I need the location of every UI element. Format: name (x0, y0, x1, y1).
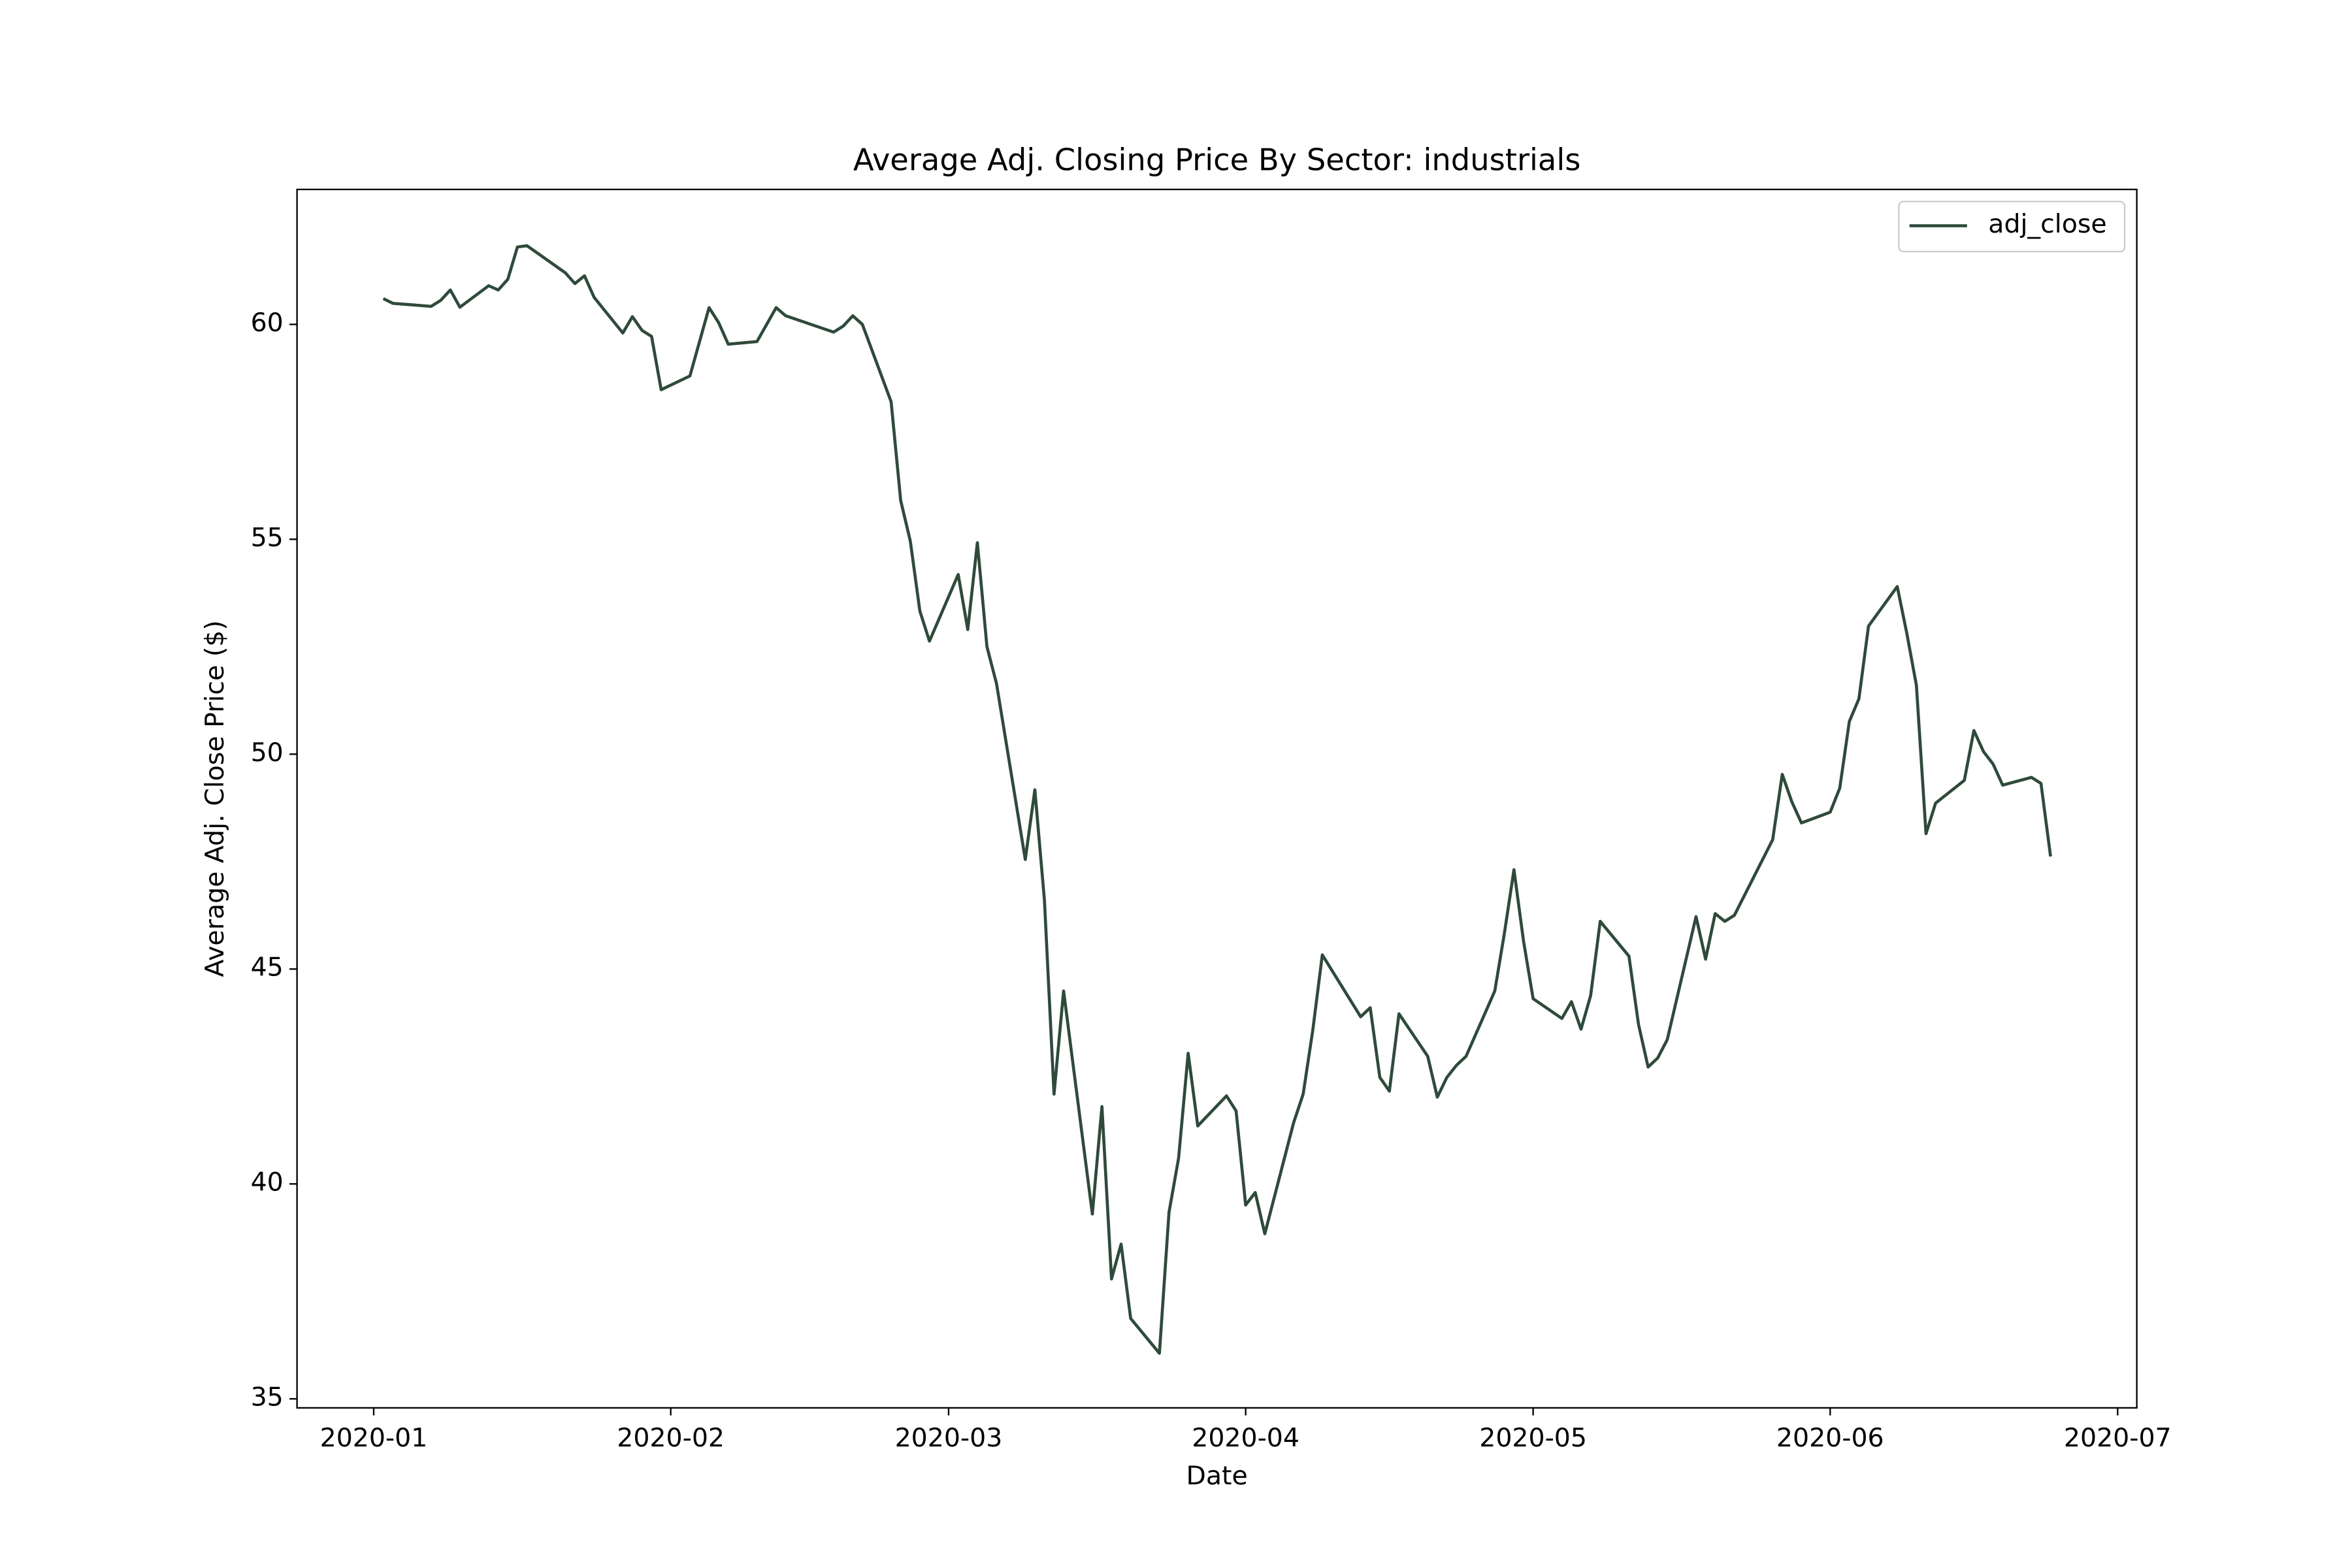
y-tick-label: 35 (251, 1382, 284, 1413)
x-tick-label: 2020-05 (1479, 1423, 1587, 1453)
y-tick-label: 45 (251, 953, 284, 983)
y-tick-label: 55 (251, 523, 284, 553)
y-axis-label: Average Adj. Close Price ($) (200, 620, 230, 977)
x-axis-label: Date (1186, 1461, 1248, 1491)
x-tick-label: 2020-06 (1776, 1423, 1884, 1453)
legend-box (1898, 201, 2126, 253)
x-tick-label: 2020-02 (617, 1423, 725, 1453)
chart-title: Average Adj. Closing Price By Sector: in… (853, 142, 1581, 178)
line-series (382, 244, 2052, 1355)
x-tick-label: 2020-01 (320, 1423, 428, 1453)
y-tick-label: 50 (251, 738, 284, 768)
legend-label: adj_close (1988, 209, 2106, 239)
y-tick-label: 40 (251, 1168, 284, 1198)
x-tick-label: 2020-03 (895, 1423, 1003, 1453)
x-tick-label: 2020-07 (2064, 1423, 2172, 1453)
x-tick-label: 2020-04 (1192, 1423, 1299, 1453)
axes-frame (296, 188, 2138, 1409)
y-tick-label: 60 (251, 308, 284, 338)
